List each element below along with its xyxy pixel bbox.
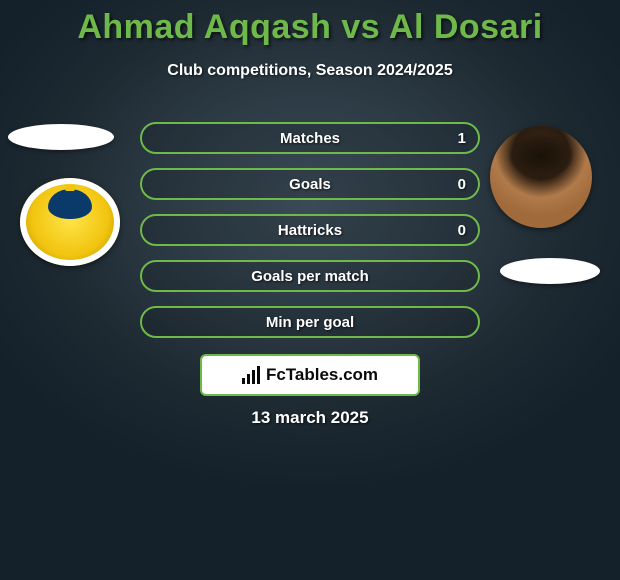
stat-label: Matches <box>142 124 478 152</box>
stat-row-goals: Goals 0 <box>140 168 480 200</box>
stat-row-gpm: Goals per match <box>140 260 480 292</box>
right-name-chip <box>500 258 600 284</box>
stat-label: Min per goal <box>142 308 478 336</box>
date-text: 13 march 2025 <box>0 408 620 428</box>
page-title: Ahmad Aqqash vs Al Dosari <box>0 8 620 47</box>
left-name-chip <box>8 124 114 150</box>
stat-right-value: 1 <box>458 124 466 152</box>
stat-label: Goals <box>142 170 478 198</box>
subtitle: Club competitions, Season 2024/2025 <box>0 62 620 80</box>
stat-row-hattricks: Hattricks 0 <box>140 214 480 246</box>
infographic: Ahmad Aqqash vs Al Dosari Club competiti… <box>0 0 620 580</box>
fctables-label: FcTables.com <box>266 365 378 385</box>
stat-label: Hattricks <box>142 216 478 244</box>
stats-list: Matches 1 Goals 0 Hattricks 0 Goals per … <box>140 122 480 338</box>
club-crest-icon <box>48 189 92 219</box>
stat-row-matches: Matches 1 <box>140 122 480 154</box>
left-club-badge <box>20 178 120 266</box>
stat-row-mpg: Min per goal <box>140 306 480 338</box>
right-player-photo <box>490 126 592 228</box>
stat-right-value: 0 <box>458 216 466 244</box>
stat-label: Goals per match <box>142 262 478 290</box>
bar-chart-icon <box>242 366 260 384</box>
fctables-badge: FcTables.com <box>200 354 420 396</box>
stat-right-value: 0 <box>458 170 466 198</box>
